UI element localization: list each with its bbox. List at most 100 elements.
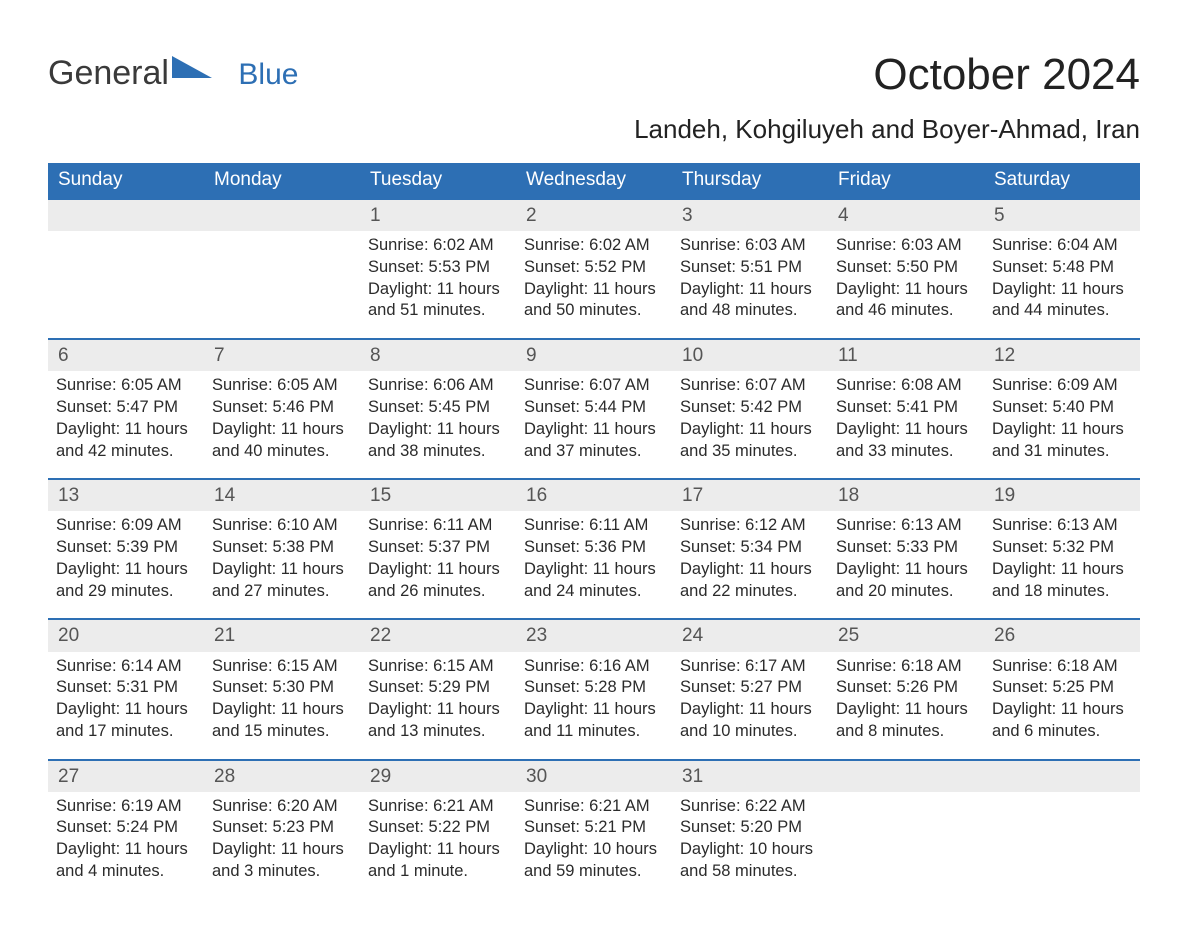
sunrise-line: Sunrise: 6:13 AM [992, 515, 1132, 537]
sunset-line: Sunset: 5:31 PM [56, 677, 196, 699]
day-content: Sunrise: 6:17 AMSunset: 5:27 PMDaylight:… [680, 656, 820, 743]
daylight-line: Daylight: 11 hours and 27 minutes. [212, 559, 352, 603]
daylight-line: Daylight: 11 hours and 24 minutes. [524, 559, 664, 603]
sunset-line: Sunset: 5:27 PM [680, 677, 820, 699]
sunset-line: Sunset: 5:39 PM [56, 537, 196, 559]
day-of-week-header: Saturday [984, 163, 1140, 198]
daylight-line: Daylight: 11 hours and 1 minute. [368, 839, 508, 883]
sunset-line: Sunset: 5:20 PM [680, 817, 820, 839]
day-cell: 17Sunrise: 6:12 AMSunset: 5:34 PMDayligh… [672, 478, 828, 618]
sunrise-line: Sunrise: 6:02 AM [524, 235, 664, 257]
day-cell: 24Sunrise: 6:17 AMSunset: 5:27 PMDayligh… [672, 618, 828, 758]
day-content: Sunrise: 6:03 AMSunset: 5:50 PMDaylight:… [836, 235, 976, 322]
day-number: 18 [828, 478, 984, 511]
week-row: 27Sunrise: 6:19 AMSunset: 5:24 PMDayligh… [48, 759, 1140, 899]
calendar-grid: SundayMondayTuesdayWednesdayThursdayFrid… [48, 163, 1140, 899]
day-cell: 1 Sunrise: 6:02 AMSunset: 5:53 PMDaylight… [360, 198, 516, 338]
daylight-line: Daylight: 11 hours and 3 minutes. [212, 839, 352, 883]
day-number: 5 [984, 198, 1140, 231]
week-row: 13Sunrise: 6:09 AMSunset: 5:39 PMDayligh… [48, 478, 1140, 618]
sunset-line: Sunset: 5:38 PM [212, 537, 352, 559]
day-number: 1 [360, 198, 516, 231]
day-number: 15 [360, 478, 516, 511]
day-cell: 22Sunrise: 6:15 AMSunset: 5:29 PMDayligh… [360, 618, 516, 758]
day-content: Sunrise: 6:09 AMSunset: 5:39 PMDaylight:… [56, 515, 196, 602]
sunset-line: Sunset: 5:36 PM [524, 537, 664, 559]
day-cell [204, 198, 360, 338]
daylight-line: Daylight: 11 hours and 38 minutes. [368, 419, 508, 463]
daylight-line: Daylight: 11 hours and 44 minutes. [992, 279, 1132, 323]
sunrise-line: Sunrise: 6:04 AM [992, 235, 1132, 257]
daylight-line: Daylight: 11 hours and 46 minutes. [836, 279, 976, 323]
day-number: 20 [48, 618, 204, 651]
sunrise-line: Sunrise: 6:05 AM [212, 375, 352, 397]
daylight-line: Daylight: 11 hours and 31 minutes. [992, 419, 1132, 463]
brand-logo: General Blue [48, 50, 298, 90]
day-cell: 27 Sunrise: 6:19 AMSunset: 5:24 PMDayligh… [48, 759, 204, 899]
sunrise-line: Sunrise: 6:21 AM [368, 796, 508, 818]
sunset-line: Sunset: 5:24 PM [56, 817, 196, 839]
day-content: Sunrise: 6:02 AMSunset: 5:53 PMDaylight:… [368, 235, 508, 322]
day-of-week-header: Wednesday [516, 163, 672, 198]
day-number: 21 [204, 618, 360, 651]
day-of-week-header: Tuesday [360, 163, 516, 198]
sunset-line: Sunset: 5:29 PM [368, 677, 508, 699]
week-row: 1 Sunrise: 6:02 AMSunset: 5:53 PMDaylight… [48, 198, 1140, 338]
day-of-week-header: Thursday [672, 163, 828, 198]
sunrise-line: Sunrise: 6:15 AM [368, 656, 508, 678]
sunrise-line: Sunrise: 6:15 AM [212, 656, 352, 678]
sunset-line: Sunset: 5:45 PM [368, 397, 508, 419]
day-number: 3 [672, 198, 828, 231]
sunrise-line: Sunrise: 6:10 AM [212, 515, 352, 537]
day-number: 27 [48, 759, 204, 792]
daylight-line: Daylight: 11 hours and 8 minutes. [836, 699, 976, 743]
day-content: Sunrise: 6:05 AMSunset: 5:46 PMDaylight:… [212, 375, 352, 462]
daylight-line: Daylight: 11 hours and 20 minutes. [836, 559, 976, 603]
sunset-line: Sunset: 5:48 PM [992, 257, 1132, 279]
day-cell: 31Sunrise: 6:22 AMSunset: 5:20 PMDayligh… [672, 759, 828, 899]
sunset-line: Sunset: 5:34 PM [680, 537, 820, 559]
brand-word-blue: Blue [238, 60, 298, 90]
sunrise-line: Sunrise: 6:19 AM [56, 796, 196, 818]
sunset-line: Sunset: 5:26 PM [836, 677, 976, 699]
day-cell: 10Sunrise: 6:07 AMSunset: 5:42 PMDayligh… [672, 338, 828, 478]
sunset-line: Sunset: 5:40 PM [992, 397, 1132, 419]
day-cell: 21 Sunrise: 6:15 AMSunset: 5:30 PMDayligh… [204, 618, 360, 758]
day-cell [828, 759, 984, 899]
day-number: 6 [48, 338, 204, 371]
week-row: 20Sunrise: 6:14 AMSunset: 5:31 PMDayligh… [48, 618, 1140, 758]
day-content: Sunrise: 6:10 AMSunset: 5:38 PMDaylight:… [212, 515, 352, 602]
day-content: Sunrise: 6:16 AMSunset: 5:28 PMDaylight:… [524, 656, 664, 743]
day-content: Sunrise: 6:19 AMSunset: 5:24 PMDaylight:… [56, 796, 196, 883]
day-cell: 6Sunrise: 6:05 AMSunset: 5:47 PMDaylight… [48, 338, 204, 478]
day-cell: 15Sunrise: 6:11 AMSunset: 5:37 PMDayligh… [360, 478, 516, 618]
calendar-page: General Blue October 2024 Landeh, Kohgil… [0, 0, 1188, 939]
sunset-line: Sunset: 5:52 PM [524, 257, 664, 279]
day-content: Sunrise: 6:15 AMSunset: 5:30 PMDaylight:… [212, 656, 352, 743]
day-cell: 25Sunrise: 6:18 AMSunset: 5:26 PMDayligh… [828, 618, 984, 758]
day-number: 11 [828, 338, 984, 371]
daylight-line: Daylight: 11 hours and 18 minutes. [992, 559, 1132, 603]
day-content: Sunrise: 6:03 AMSunset: 5:51 PMDaylight:… [680, 235, 820, 322]
day-cell: 26Sunrise: 6:18 AMSunset: 5:25 PMDayligh… [984, 618, 1140, 758]
day-content: Sunrise: 6:07 AMSunset: 5:44 PMDaylight:… [524, 375, 664, 462]
brand-word-general: General [48, 54, 169, 92]
day-number: 16 [516, 478, 672, 511]
day-number: 23 [516, 618, 672, 651]
daylight-line: Daylight: 11 hours and 26 minutes. [368, 559, 508, 603]
sunrise-line: Sunrise: 6:02 AM [368, 235, 508, 257]
day-content: Sunrise: 6:12 AMSunset: 5:34 PMDaylight:… [680, 515, 820, 602]
day-cell: 9Sunrise: 6:07 AMSunset: 5:44 PMDaylight… [516, 338, 672, 478]
day-content: Sunrise: 6:06 AMSunset: 5:45 PMDaylight:… [368, 375, 508, 462]
day-cell: 20Sunrise: 6:14 AMSunset: 5:31 PMDayligh… [48, 618, 204, 758]
sunset-line: Sunset: 5:30 PM [212, 677, 352, 699]
day-cell [48, 198, 204, 338]
day-content: Sunrise: 6:13 AMSunset: 5:33 PMDaylight:… [836, 515, 976, 602]
daylight-line: Daylight: 11 hours and 6 minutes. [992, 699, 1132, 743]
daylight-line: Daylight: 11 hours and 50 minutes. [524, 279, 664, 323]
day-number: 8 [360, 338, 516, 371]
day-number: 22 [360, 618, 516, 651]
sunrise-line: Sunrise: 6:11 AM [524, 515, 664, 537]
daylight-line: Daylight: 11 hours and 40 minutes. [212, 419, 352, 463]
day-content: Sunrise: 6:21 AMSunset: 5:21 PMDaylight:… [524, 796, 664, 883]
